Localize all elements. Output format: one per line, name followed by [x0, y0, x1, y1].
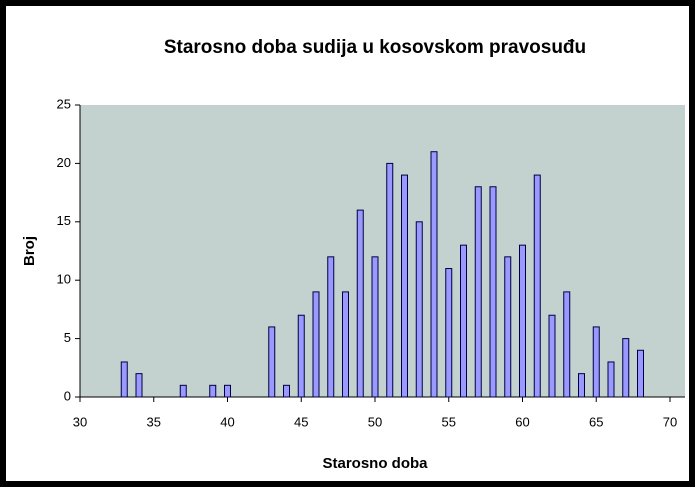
bar: [312, 291, 320, 398]
x-tick-label: 55: [442, 414, 456, 429]
bar: [386, 162, 394, 398]
bar: [607, 361, 615, 398]
y-tick-label: 15: [57, 213, 71, 228]
bar: [445, 268, 453, 398]
bar: [356, 209, 364, 398]
bar: [430, 151, 438, 398]
y-tick-label: 10: [57, 272, 71, 287]
bar: [135, 373, 143, 398]
bar: [533, 174, 541, 398]
bar: [415, 221, 423, 398]
y-tick-label: 5: [64, 330, 71, 345]
x-tick-label: 65: [589, 414, 603, 429]
bar: [548, 314, 556, 398]
x-tick-label: 40: [220, 414, 234, 429]
bar: [209, 384, 217, 398]
bar: [401, 174, 408, 398]
bar: [120, 361, 128, 398]
chart-title: Starosno doba sudija u kosovskom pravosu…: [164, 37, 586, 58]
bar: [622, 338, 630, 398]
x-tick-label: 30: [73, 414, 87, 429]
bar: [474, 186, 482, 398]
x-axis-label: Starosno doba: [322, 455, 428, 472]
x-tick-label: 50: [368, 414, 382, 429]
y-tick-label: 20: [57, 155, 71, 170]
bar: [297, 314, 305, 398]
x-tick-label: 60: [515, 414, 529, 429]
plot-area: [80, 105, 685, 397]
bar: [460, 244, 467, 398]
bar: [327, 256, 335, 398]
bar: [592, 326, 600, 398]
bar: [504, 256, 512, 398]
y-axis-label: Broj: [21, 236, 38, 266]
bar: [637, 349, 644, 398]
bar: [268, 326, 276, 398]
bar: [371, 256, 379, 398]
bar: [489, 186, 497, 398]
x-tick-label: 70: [663, 414, 677, 429]
bar: [578, 373, 585, 398]
bar: [224, 384, 231, 398]
y-tick-label: 0: [64, 388, 71, 403]
x-tick-label: 45: [294, 414, 308, 429]
x-tick-label: 35: [147, 414, 161, 429]
bar: [179, 384, 187, 398]
bar: [563, 291, 571, 398]
bar: [283, 384, 290, 398]
bar: [342, 291, 349, 398]
y-tick-label: 25: [57, 96, 71, 111]
bar: [519, 244, 526, 398]
